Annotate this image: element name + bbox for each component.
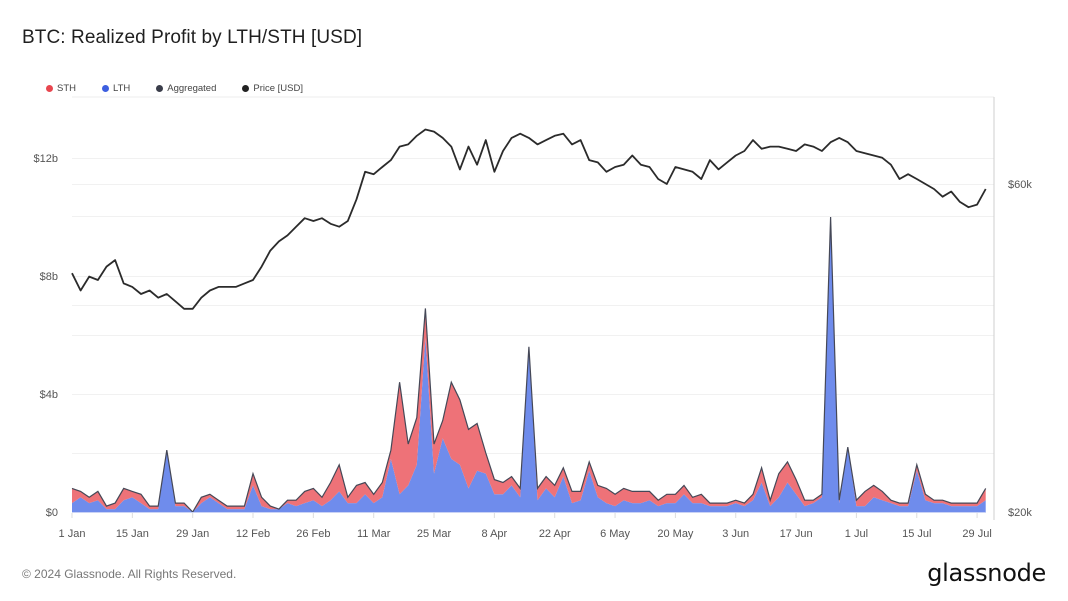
svg-text:15 Jul: 15 Jul xyxy=(902,528,931,540)
legend-item-price[interactable]: Price [USD] xyxy=(242,83,303,94)
sth-dot-icon xyxy=(46,85,53,92)
svg-text:29 Jul: 29 Jul xyxy=(962,528,991,540)
glassnode-logo: glassnode xyxy=(927,559,1046,587)
gridlines xyxy=(72,158,994,454)
legend-label: Price [USD] xyxy=(253,83,303,94)
legend-label: STH xyxy=(57,83,76,94)
legend-label: LTH xyxy=(113,83,131,94)
svg-text:3 Jun: 3 Jun xyxy=(722,528,749,540)
page-title: BTC: Realized Profit by LTH/STH [USD] xyxy=(22,27,363,48)
svg-text:$20k: $20k xyxy=(1008,507,1032,519)
y-axis-left: $0 $4b $8b $12b xyxy=(34,153,58,519)
legend-item-aggregated[interactable]: Aggregated xyxy=(156,83,216,94)
chart-legend: STH LTH Aggregated Price [USD] xyxy=(46,83,329,94)
svg-text:22 Apr: 22 Apr xyxy=(539,528,571,540)
svg-text:$60k: $60k xyxy=(1008,179,1032,191)
svg-text:$4b: $4b xyxy=(40,389,58,401)
price-line xyxy=(71,128,987,310)
svg-text:$0: $0 xyxy=(46,507,58,519)
legend-label: Aggregated xyxy=(167,83,217,94)
legend-item-lth[interactable]: LTH xyxy=(102,83,130,94)
legend-item-sth[interactable]: STH xyxy=(46,83,76,94)
copyright-text: © 2024 Glassnode. All Rights Reserved. xyxy=(22,567,237,581)
svg-text:26 Feb: 26 Feb xyxy=(296,528,330,540)
lth-area xyxy=(72,217,986,512)
svg-text:15 Jan: 15 Jan xyxy=(116,528,149,540)
svg-text:$8b: $8b xyxy=(40,271,58,283)
svg-text:1 Jan: 1 Jan xyxy=(59,528,86,540)
svg-text:12 Feb: 12 Feb xyxy=(236,528,270,540)
y-axis-right: $20k $60k xyxy=(1008,179,1032,519)
x-axis: 1 Jan 15 Jan 29 Jan 12 Feb 26 Feb 11 Mar 25 Ma… xyxy=(59,513,992,540)
svg-text:25 Mar: 25 Mar xyxy=(417,528,452,540)
svg-text:29 Jan: 29 Jan xyxy=(176,528,209,540)
svg-text:1 Jul: 1 Jul xyxy=(845,528,868,540)
svg-text:$12b: $12b xyxy=(34,153,58,165)
svg-text:11 Mar: 11 Mar xyxy=(357,528,391,540)
aggregated-line xyxy=(71,216,987,513)
aggregated-dot-icon xyxy=(156,85,164,92)
lth-dot-icon xyxy=(102,85,109,92)
svg-text:8 Apr: 8 Apr xyxy=(482,528,508,540)
price-dot-icon xyxy=(242,85,250,92)
svg-text:17 Jun: 17 Jun xyxy=(780,528,813,540)
svg-text:6 May: 6 May xyxy=(600,528,630,540)
svg-text:20 May: 20 May xyxy=(657,528,694,540)
